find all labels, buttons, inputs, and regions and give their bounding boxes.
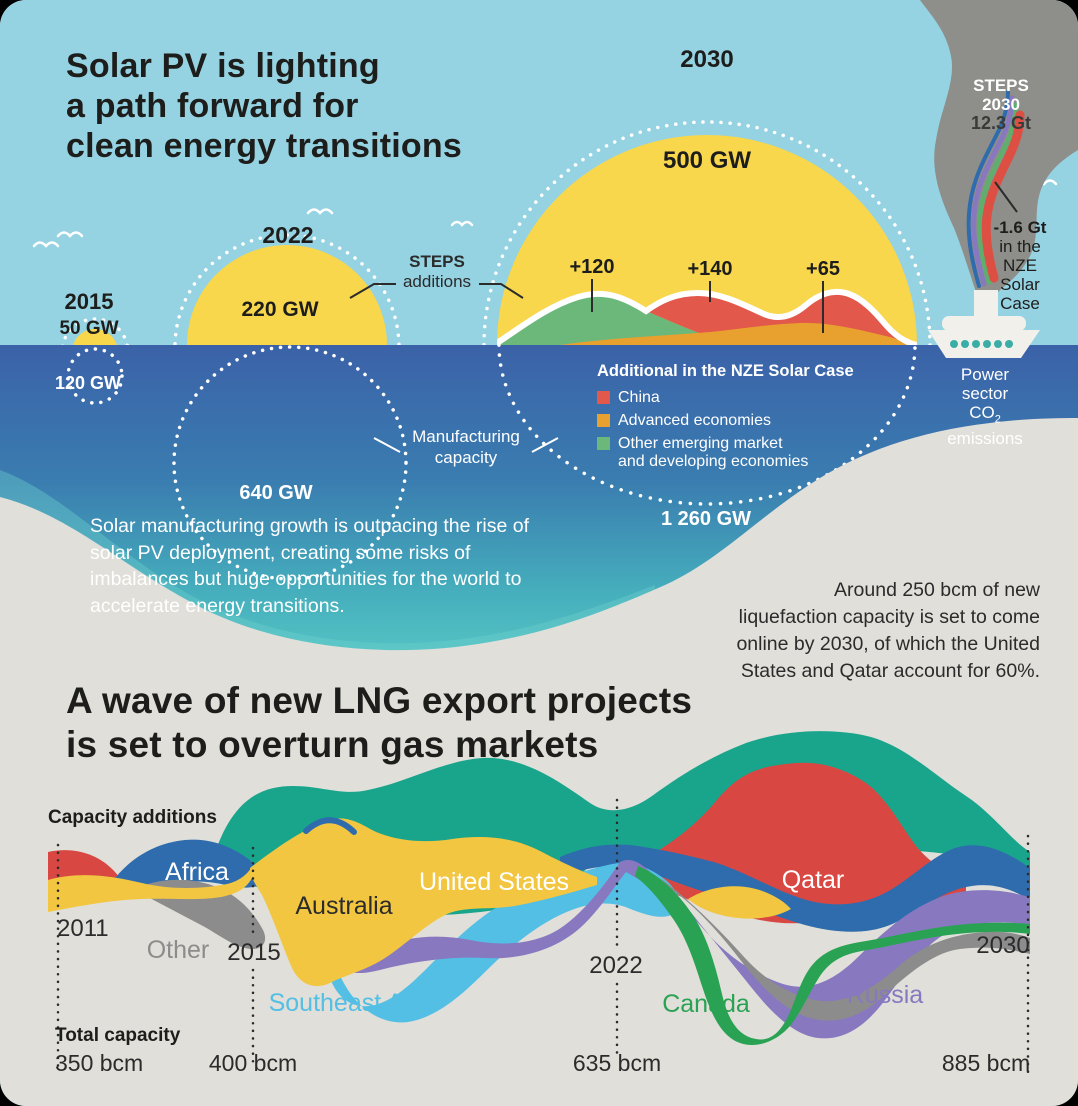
power-sector-caption: Power sector CO2 emissions xyxy=(947,365,1023,449)
stream-label-southeast-asia: Southeast Asia xyxy=(268,989,436,1017)
year-2011: 2011 xyxy=(57,915,109,942)
legend-title: Additional in the NZE Solar Case xyxy=(597,362,854,380)
capacity-2022: 640 GW xyxy=(239,482,313,504)
ship-funnel xyxy=(974,290,998,318)
nze-reduction-label: -1.6 Gt in the NZE Solar Case xyxy=(991,218,1049,313)
capacity-additions-label: Capacity additions xyxy=(48,807,217,828)
ship-steps-emissions: STEPS 2030 12.3 Gt xyxy=(963,76,1040,133)
stream-canada xyxy=(635,866,1030,1046)
ship xyxy=(928,290,1040,358)
stream-label-africa: Africa xyxy=(165,858,229,886)
steps-label: STEPS xyxy=(409,252,465,271)
manufacturing-connectors xyxy=(373,437,559,453)
hill-advanced-economies xyxy=(560,322,916,345)
stream-label-united-states: United States xyxy=(418,868,570,896)
sun-2030-year: 2030 xyxy=(680,46,734,73)
solar-title: Solar PV is lighting a path forward for … xyxy=(66,47,462,165)
nze-additions-hills xyxy=(497,288,917,348)
seagull-icons xyxy=(32,179,1058,248)
lng-intro-paragraph: Around 250 bcm of new liquefaction capac… xyxy=(736,579,1040,682)
streak-purple xyxy=(971,95,1015,287)
stream-yellow-start xyxy=(48,867,252,912)
stream-label-other: Other xyxy=(146,936,210,964)
stream-russia xyxy=(648,870,1030,1039)
hill-label-other-emde: +120 xyxy=(569,256,615,278)
year-dotted-lines xyxy=(56,798,1030,1080)
lng-title: A wave of new LNG export projects is set… xyxy=(66,680,693,765)
year-2022: 2022 xyxy=(589,952,643,979)
total-2030: 885 bcm xyxy=(941,1050,1031,1076)
manufacturing-capacity-label: Manufacturing capacity xyxy=(412,427,520,467)
lng-streamgraph xyxy=(48,731,1030,1046)
additions-label: additions xyxy=(402,272,472,291)
solar-paragraph: Solar manufacturing growth is outpacing … xyxy=(90,515,529,617)
steps-2030-label: STEPS 2030 xyxy=(973,76,1029,114)
legend-item-other-emde: Other emerging market and developing eco… xyxy=(597,435,854,471)
nze-leader-line xyxy=(994,181,1018,213)
stream-label-russia: Russia xyxy=(846,981,924,1009)
nze-reduction-value: -1.6 Gt xyxy=(993,218,1047,237)
manufacturing-dotted-circles xyxy=(66,343,917,581)
steps-additions-label: STEPS additions xyxy=(403,252,471,292)
year-2030: 2030 xyxy=(976,932,1030,959)
stream-blue-cap xyxy=(303,817,357,835)
stream-africa xyxy=(112,839,269,890)
nze-reduction-caption: in the NZE Solar Case xyxy=(999,237,1041,313)
streak-blue xyxy=(966,90,1010,288)
ship-portholes xyxy=(950,340,1013,348)
year-2015: 2015 xyxy=(227,939,281,966)
total-2011: 350 bcm xyxy=(55,1050,144,1076)
legend-swatch-other-emde xyxy=(597,437,610,450)
legend-swatch-china xyxy=(597,391,610,404)
total-2022: 635 bcm xyxy=(572,1050,662,1076)
steps-additions-wave-line xyxy=(497,288,917,348)
stream-africa-band xyxy=(560,844,1030,932)
sun-2022-year: 2022 xyxy=(262,222,314,248)
stream-russia-band xyxy=(350,860,650,974)
lower-section-background xyxy=(0,418,1078,1106)
capacity-2030: 1 260 GW xyxy=(660,508,752,530)
stream-label-canada: Canada xyxy=(662,990,750,1018)
stream-label-qatar: Qatar xyxy=(781,866,845,894)
sun-2030-additions: 500 GW xyxy=(662,147,752,174)
legend-item-china: China xyxy=(597,389,854,407)
legend-item-advanced: Advanced economies xyxy=(597,412,854,430)
steps-additions-connectors xyxy=(349,283,524,299)
capacity-2015: 120 GW xyxy=(54,373,122,393)
nze-legend: Additional in the NZE Solar Case China A… xyxy=(597,362,854,476)
sun-2015-additions: 50 GW xyxy=(59,318,119,339)
hill-label-china: +140 xyxy=(687,258,733,280)
stream-australia xyxy=(250,818,597,987)
steps-2030-value: 12.3 Gt xyxy=(970,113,1032,133)
stream-yellow-lens xyxy=(688,886,791,919)
sun-2022-additions: 220 GW xyxy=(241,298,319,321)
stream-label-australia: Australia xyxy=(295,892,393,920)
stream-other-band xyxy=(660,878,1030,1021)
total-2015: 400 bcm xyxy=(208,1050,298,1076)
streak-green xyxy=(976,102,1019,285)
hill-label-advanced: +65 xyxy=(806,258,840,280)
total-capacity-label: Total capacity xyxy=(55,1025,181,1046)
hill-pointer-lines xyxy=(591,279,824,333)
sun-2015-year: 2015 xyxy=(64,289,114,314)
ship-deck xyxy=(942,316,1026,331)
legend-swatch-advanced xyxy=(597,414,610,427)
